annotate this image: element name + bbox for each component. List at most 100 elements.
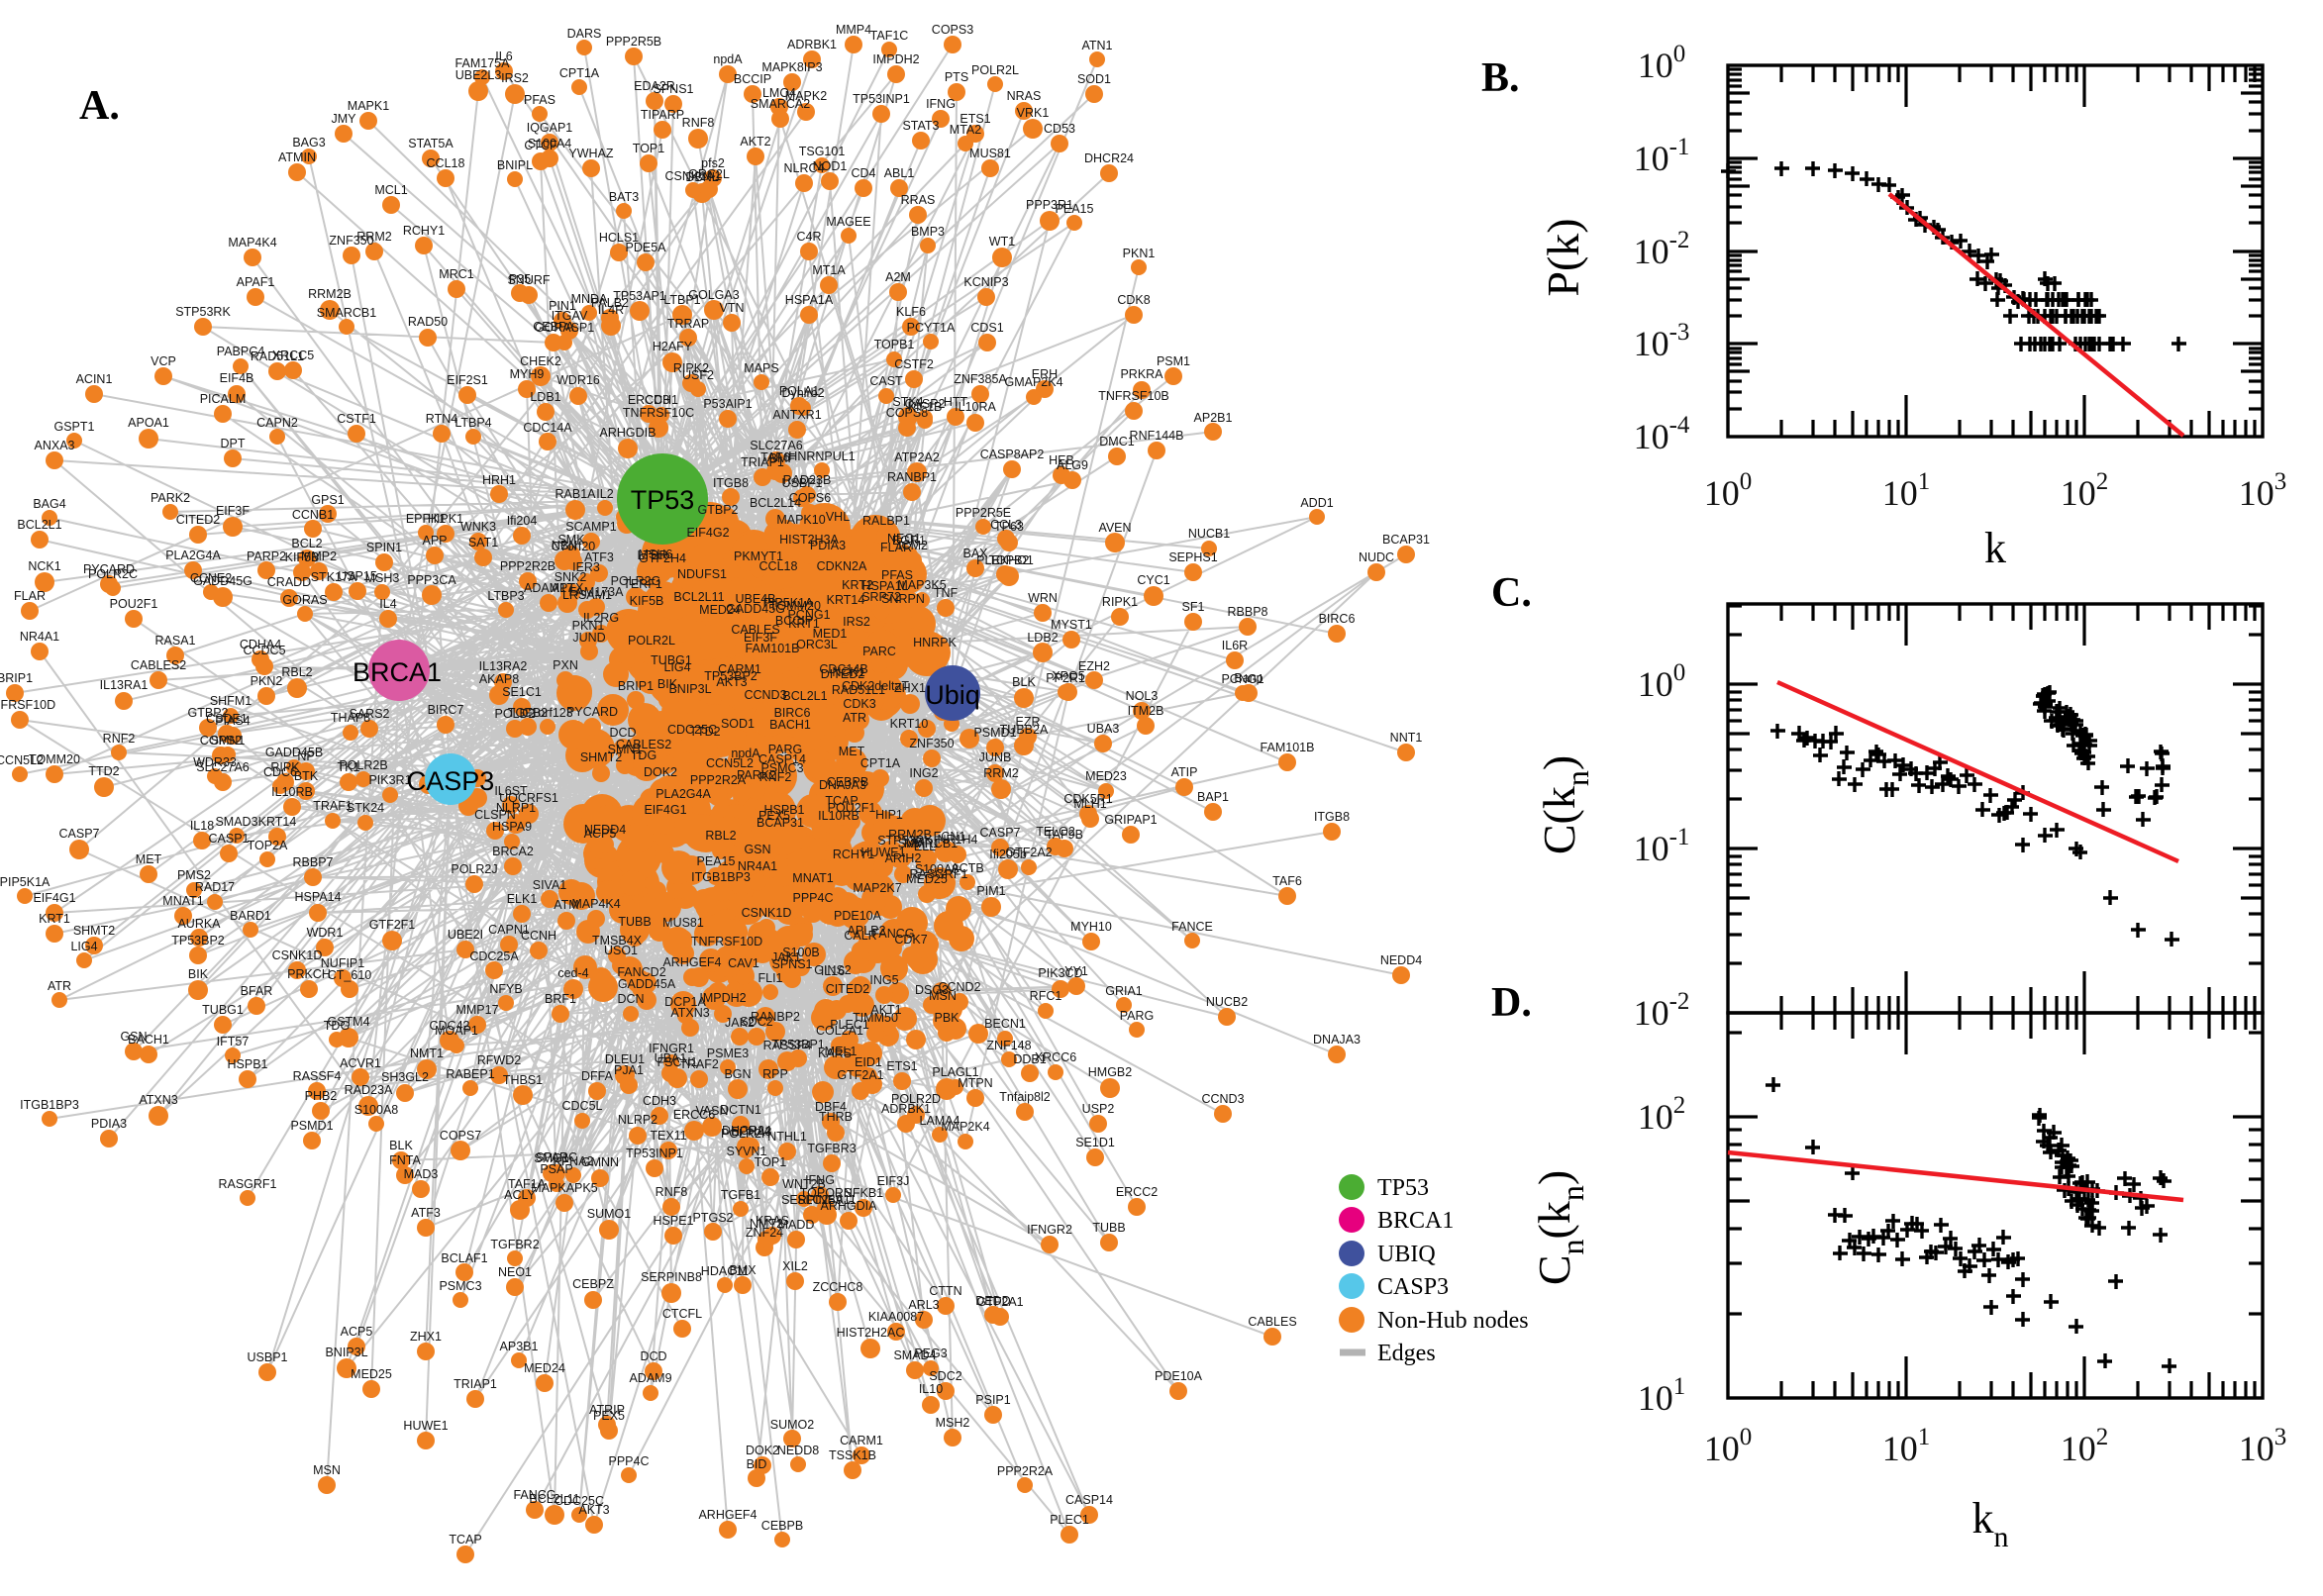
- svg-text:BCL2L1: BCL2L1: [782, 689, 827, 703]
- svg-text:COPS6: COPS6: [789, 491, 831, 505]
- svg-text:POLR2L: POLR2L: [971, 63, 1019, 77]
- svg-text:TGFBR3: TGFBR3: [807, 1142, 856, 1155]
- svg-text:BLK: BLK: [1012, 675, 1036, 689]
- svg-text:RASSF4: RASSF4: [763, 1039, 812, 1052]
- svg-text:ELL: ELL: [914, 840, 936, 853]
- svg-text:ERCC2: ERCC2: [1116, 1185, 1158, 1199]
- svg-text:PLA2G4A: PLA2G4A: [165, 549, 221, 562]
- svg-text:PKN1: PKN1: [1123, 247, 1156, 260]
- svg-text:ZNF350: ZNF350: [329, 234, 373, 248]
- svg-text:IL13RA1: IL13RA1: [100, 678, 149, 692]
- svg-text:PHB2: PHB2: [305, 1089, 338, 1103]
- svg-text:ATP2A2: ATP2A2: [894, 450, 940, 464]
- svg-text:BMF: BMF: [769, 451, 796, 465]
- svg-text:SERPINB9: SERPINB9: [781, 1193, 843, 1207]
- svg-text:CCN5L2: CCN5L2: [706, 756, 754, 770]
- svg-text:AKAP8: AKAP8: [479, 672, 519, 686]
- svg-text:CCL3: CCL3: [990, 518, 1022, 532]
- svg-text:DHCR24: DHCR24: [722, 1124, 771, 1138]
- svg-text:CDC14A: CDC14A: [523, 421, 572, 435]
- svg-text:RAB1A: RAB1A: [556, 487, 597, 501]
- svg-text:HUWE1: HUWE1: [860, 846, 905, 859]
- svg-text:CCDC5: CCDC5: [243, 644, 285, 657]
- svg-text:HSPE1: HSPE1: [654, 1214, 694, 1228]
- svg-text:TUBB: TUBB: [618, 915, 651, 929]
- svg-text:LDB2: LDB2: [1027, 631, 1058, 645]
- svg-text:HSPA14: HSPA14: [294, 890, 341, 904]
- svg-text:KRT14: KRT14: [827, 593, 865, 607]
- svg-text:CSTF1: CSTF1: [337, 412, 376, 426]
- svg-text:ACTB: ACTB: [951, 861, 983, 875]
- svg-text:TOP1: TOP1: [633, 142, 664, 155]
- svg-text:KLF6: KLF6: [896, 305, 926, 319]
- svg-text:CDK5R1: CDK5R1: [1063, 792, 1112, 806]
- svg-text:PLEKHO1: PLEKHO1: [976, 553, 1034, 567]
- svg-text:SMG1: SMG1: [534, 1151, 568, 1165]
- svg-text:XRCC5: XRCC5: [272, 349, 314, 362]
- svg-text:A2M: A2M: [885, 270, 911, 284]
- svg-text:MOAP1: MOAP1: [435, 1024, 478, 1038]
- svg-text:PPP3R1: PPP3R1: [1026, 198, 1073, 212]
- svg-text:CASP7: CASP7: [980, 826, 1021, 840]
- svg-text:ABL1: ABL1: [884, 166, 915, 180]
- svg-text:GSPT1: GSPT1: [54, 420, 95, 434]
- svg-text:CAPN1: CAPN1: [488, 923, 530, 937]
- svg-text:COPS8: COPS8: [886, 406, 928, 420]
- svg-text:SE1C1: SE1C1: [502, 685, 542, 699]
- svg-text:SIVA1: SIVA1: [533, 878, 567, 892]
- svg-text:LIG4: LIG4: [70, 940, 97, 953]
- svg-text:DITED2: DITED2: [821, 667, 865, 681]
- svg-text:RRM2: RRM2: [983, 766, 1018, 780]
- svg-text:RAD23B: RAD23B: [783, 473, 832, 487]
- svg-text:CASP3: CASP3: [1377, 1274, 1449, 1300]
- svg-text:CEBPA: CEBPA: [533, 320, 574, 334]
- svg-text:USO1: USO1: [604, 944, 638, 957]
- svg-text:IRS2: IRS2: [843, 615, 870, 629]
- svg-text:MSH2: MSH2: [936, 1416, 970, 1430]
- svg-text:NLRP1: NLRP1: [496, 801, 536, 815]
- svg-text:CDHA4: CDHA4: [240, 638, 281, 651]
- svg-text:CDS1: CDS1: [970, 321, 1003, 335]
- svg-text:MAD3: MAD3: [404, 1167, 439, 1181]
- svg-text:MAP4K4: MAP4K4: [571, 897, 620, 911]
- svg-text:IL10RB: IL10RB: [271, 785, 313, 799]
- svg-text:TRAF1: TRAF1: [313, 799, 353, 813]
- svg-text:MED1: MED1: [813, 627, 848, 641]
- svg-text:CCND3: CCND3: [744, 688, 786, 702]
- svg-text:USF2: USF2: [682, 368, 714, 382]
- svg-text:SMN1: SMN1: [608, 743, 643, 756]
- svg-text:IMPDH2: IMPDH2: [699, 991, 746, 1005]
- svg-text:RFC1: RFC1: [1030, 989, 1062, 1003]
- svg-text:UBA3: UBA3: [1087, 722, 1120, 736]
- svg-text:CD53: CD53: [1044, 122, 1075, 136]
- svg-text:ARHGDIB: ARHGDIB: [600, 426, 656, 440]
- svg-text:RAD23A: RAD23A: [345, 1083, 393, 1097]
- svg-text:FCN1: FCN1: [934, 830, 966, 844]
- svg-text:EIF3F: EIF3F: [216, 504, 250, 518]
- svg-text:FLAR: FLAR: [14, 589, 46, 603]
- svg-text:TP53BP2: TP53BP2: [171, 934, 225, 948]
- svg-text:MED24: MED24: [524, 1361, 565, 1375]
- svg-text:RABEP1: RABEP1: [446, 1067, 494, 1081]
- svg-text:TGFBR2: TGFBR2: [490, 1238, 539, 1251]
- svg-text:MAP4K4: MAP4K4: [228, 236, 276, 249]
- svg-text:ATF3: ATF3: [584, 550, 614, 564]
- svg-text:kn: kn: [1972, 1494, 2009, 1553]
- svg-text:PTGS2: PTGS2: [693, 1211, 734, 1225]
- svg-text:ARL3: ARL3: [908, 1298, 939, 1312]
- svg-text:BACH1: BACH1: [128, 1033, 169, 1047]
- svg-text:UBE4B: UBE4B: [736, 592, 776, 606]
- svg-text:Ifi205b: Ifi205b: [989, 848, 1027, 861]
- svg-text:C(kn): C(kn): [1534, 755, 1595, 854]
- svg-text:ACIN1: ACIN1: [76, 372, 113, 386]
- svg-text:CAPN2: CAPN2: [256, 416, 298, 430]
- svg-text:RAD51L1: RAD51L1: [251, 349, 304, 363]
- svg-text:STAT3: STAT3: [902, 119, 939, 133]
- svg-text:YWHAZ: YWHAZ: [568, 147, 614, 160]
- svg-text:PARK2: PARK2: [151, 491, 190, 505]
- svg-text:TSG101: TSG101: [799, 145, 846, 158]
- svg-text:TP53: TP53: [631, 485, 695, 515]
- svg-text:ZHX1: ZHX1: [894, 681, 926, 695]
- svg-text:POLR2H: POLR2H: [721, 1127, 770, 1141]
- svg-text:FANCD2: FANCD2: [617, 965, 665, 979]
